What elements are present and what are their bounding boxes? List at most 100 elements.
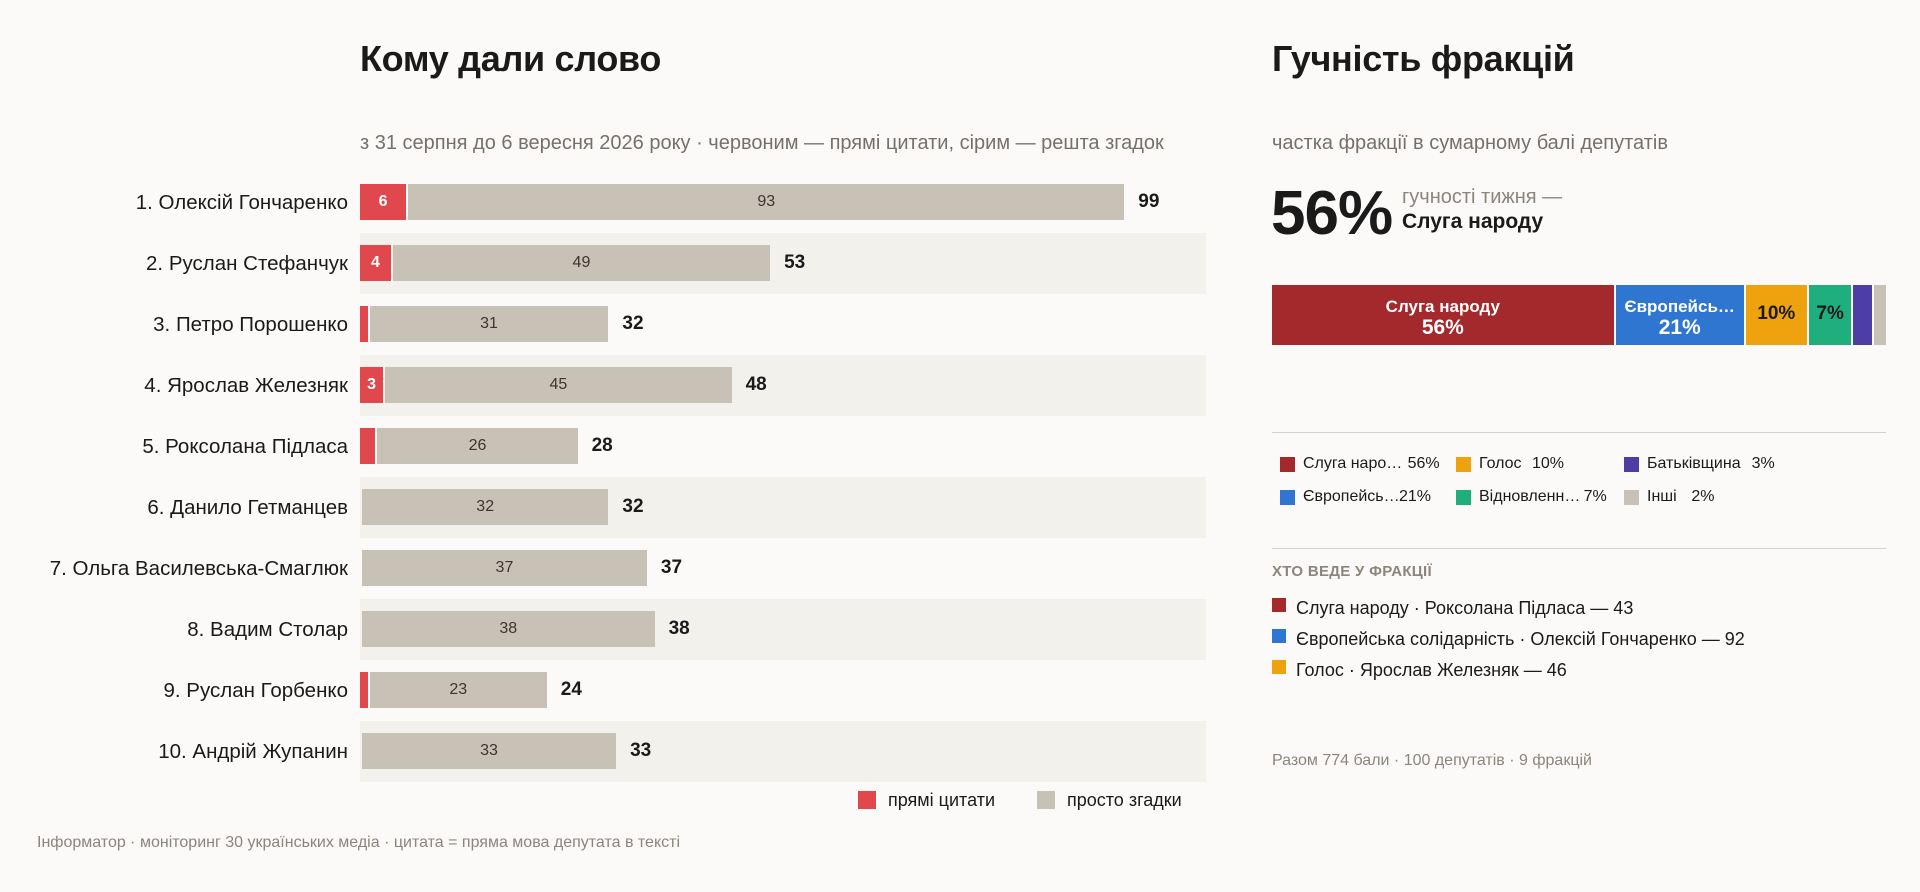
headline-faction: Слуга народу (1402, 210, 1544, 233)
segment-name: Європейсь… (1624, 297, 1735, 316)
total-value: 33 (630, 740, 652, 761)
faction-percent: 56% (1407, 455, 1440, 472)
quotes-bar (360, 306, 368, 342)
deputy-row: 5. Роксолана Підласа22628 (0, 416, 1210, 477)
deputy-row: 7. Ольга Василевська-Смаглюк 37 37 (0, 538, 1210, 599)
faction-segment: 10% (1745, 285, 1807, 345)
faction-swatch (1624, 490, 1639, 505)
mentions-value: 93 (757, 193, 776, 210)
quotes-value: 3 (367, 376, 376, 393)
deputy-name: 8. Вадим Столар (187, 618, 348, 641)
quotes-value: 4 (370, 254, 380, 271)
deputy-name: 7. Ольга Василевська-Смаглюк (49, 557, 348, 580)
leader-swatch (1272, 660, 1286, 674)
deputy-row: 9. Руслан Горбенко12324 (0, 660, 1210, 721)
legend-quotes-label: прямі цитати (888, 790, 995, 810)
right-chart-title: Гучність фракцій (1272, 38, 1575, 79)
quotes-bar (360, 245, 391, 281)
deputy-name: 5. Роксолана Підласа (142, 435, 348, 458)
segment-percent: 21% (1658, 316, 1701, 339)
faction-percent: 7% (1583, 488, 1607, 505)
faction-segment: 7% (1808, 285, 1852, 345)
faction-percent: 3% (1751, 455, 1775, 472)
deputy-name: 3. Петро Порошенко (153, 313, 348, 336)
left-chart-title: Кому дали слово (360, 38, 662, 79)
leaders-heading: ХТО ВЕДЕ У ФРАКЦІЇ (1272, 563, 1432, 580)
deputy-name: 6. Данило Гетманцев (147, 496, 348, 519)
right-chart-subtitle: частка фракції в сумарному балі депутаті… (1272, 132, 1668, 154)
mentions-bar (369, 672, 547, 708)
faction-name: Європейсь… (1303, 488, 1400, 505)
mentions-value: 38 (499, 620, 518, 637)
total-value: 38 (668, 618, 690, 639)
total-value: 32 (622, 313, 644, 334)
faction-percent: 2% (1691, 488, 1715, 505)
quotes-value: 6 (378, 193, 388, 210)
headline-percent: 56% (1271, 179, 1393, 248)
faction-segment (1873, 285, 1886, 345)
faction-stacked-bar: Слуга народу 56% Європейсь… 21% 10% 7% (1272, 285, 1886, 345)
deputy-name: 9. Руслан Горбенко (163, 679, 348, 702)
deputy-row: 1. Олексій Гончаренко 6 93 99 (0, 172, 1210, 233)
mentions-value: 32 (476, 498, 495, 515)
total-value: 48 (745, 374, 767, 395)
mentions-bar (362, 611, 655, 647)
quotes-bar (360, 428, 376, 464)
deputy-row: 8. Вадим Столар 38 38 (0, 599, 1210, 660)
deputy-row: 3. Петро Порошенко13132 (0, 294, 1210, 355)
quotes-bar (360, 672, 368, 708)
faction-name: Слуга наро… (1303, 455, 1403, 472)
divider-top (1272, 432, 1886, 433)
deputy-name: 10. Андрій Жупанин (158, 740, 348, 763)
mentions-value: 37 (495, 559, 514, 576)
mentions-value: 26 (468, 437, 487, 454)
segment-name: Слуга народу (1385, 297, 1500, 316)
leader-text: Слуга народу · Роксолана Підласа — 43 (1296, 598, 1634, 618)
deputies-bar-chart: 1. Олексій Гончаренко 6 93 99 2. Руслан Стеф… (0, 172, 1210, 769)
faction-swatch (1456, 457, 1471, 472)
footer-source: Інформатор · моніторинг 30 українських м… (37, 834, 681, 851)
faction-name: Відновленн… (1479, 488, 1581, 505)
deputy-row: 2. Руслан Стефанчук 4 49 53 (0, 233, 1210, 294)
segment-percent: 56% (1421, 316, 1464, 339)
mentions-value: 45 (549, 376, 568, 393)
mentions-value: 33 (480, 742, 498, 759)
summary-line: Разом 774 бали · 100 депутатів · 9 фракц… (1272, 752, 1592, 769)
mentions-bar (362, 489, 609, 525)
segment-percent: 7% (1816, 303, 1844, 324)
faction-percent: 21% (1399, 488, 1432, 505)
mentions-value: 23 (449, 681, 468, 698)
leader-swatch (1272, 598, 1286, 612)
legend-mentions-swatch (1037, 791, 1055, 809)
total-value: 53 (784, 252, 806, 273)
total-value: 37 (660, 557, 683, 578)
deputy-row: 6. Данило Гетманцев 32 32 (0, 477, 1210, 538)
headline-caption: гучності тижня — (1402, 186, 1563, 208)
faction-swatch (1280, 457, 1295, 472)
mentions-value: 31 (480, 315, 498, 332)
leader-text: Європейська солідарність · Олексій Гонча… (1296, 629, 1745, 649)
leader-text: Голос · Ярослав Железняк — 46 (1296, 660, 1567, 680)
mentions-bar (369, 306, 609, 342)
segment-percent: 10% (1757, 303, 1796, 324)
faction-percent: 10% (1532, 455, 1565, 472)
faction-name: Інші (1647, 488, 1677, 505)
mentions-bar (392, 245, 771, 281)
mentions-bar (377, 428, 578, 464)
legend-quotes-swatch (858, 791, 876, 809)
faction-swatch (1456, 490, 1471, 505)
total-value: 28 (591, 435, 613, 456)
faction-segment: Слуга народу 56% (1272, 285, 1614, 345)
deputy-name: 2. Руслан Стефанчук (146, 252, 348, 275)
faction-name: Голос (1479, 455, 1522, 472)
faction-segment (1853, 285, 1872, 345)
total-value: 99 (1138, 191, 1160, 212)
faction-name: Батьківщина (1647, 455, 1741, 472)
quotes-bar (360, 367, 384, 403)
left-chart-subtitle: з 31 серпня до 6 вересня 2026 року · чер… (360, 132, 1164, 154)
faction-swatch (1280, 490, 1295, 505)
faction-segment: Європейсь… 21% (1615, 285, 1744, 345)
mentions-bar (408, 184, 1125, 220)
faction-swatch (1624, 457, 1639, 472)
mentions-bar (362, 733, 617, 769)
